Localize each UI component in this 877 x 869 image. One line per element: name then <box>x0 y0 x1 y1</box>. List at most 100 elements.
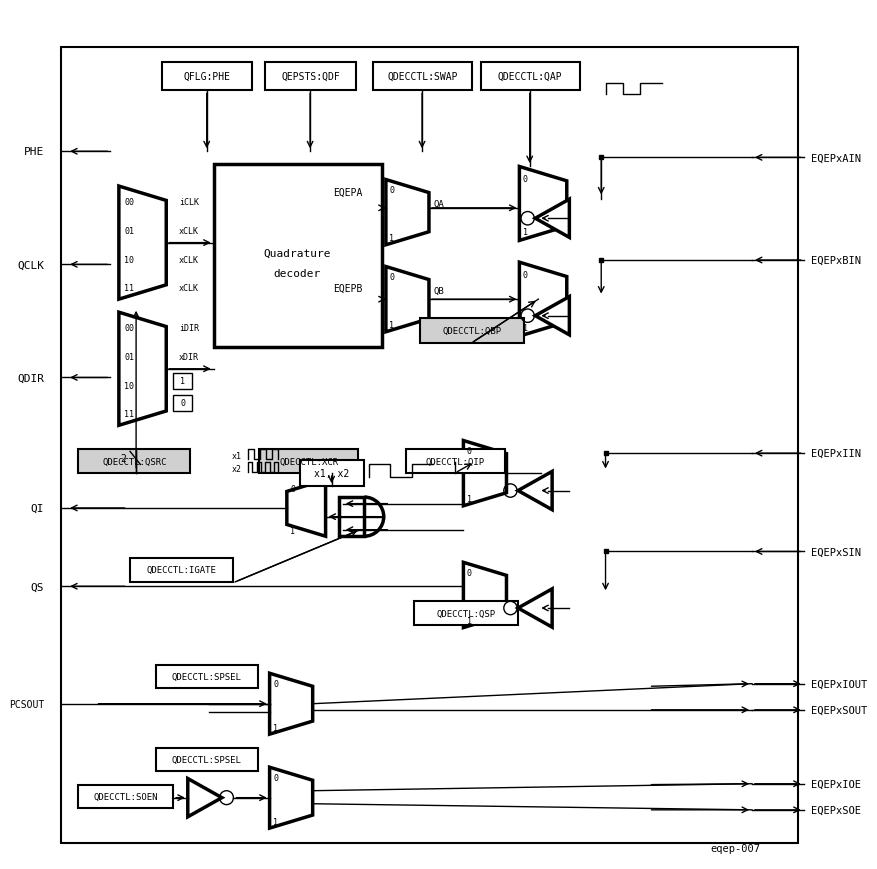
Polygon shape <box>118 187 166 300</box>
Polygon shape <box>535 200 568 238</box>
Text: QDECCTL:QSRC: QDECCTL:QSRC <box>102 457 167 466</box>
Text: 10: 10 <box>124 381 134 390</box>
Text: EQEPxSIN: EQEPxSIN <box>809 547 859 557</box>
Polygon shape <box>519 167 567 241</box>
Text: 0: 0 <box>290 484 295 494</box>
FancyBboxPatch shape <box>78 449 190 474</box>
FancyBboxPatch shape <box>265 63 355 91</box>
Polygon shape <box>463 563 506 627</box>
Text: QDECCTL:QIP: QDECCTL:QIP <box>425 457 484 466</box>
FancyBboxPatch shape <box>299 461 364 487</box>
Text: Quadrature: Quadrature <box>263 249 331 259</box>
Text: 1: 1 <box>290 526 295 535</box>
FancyBboxPatch shape <box>156 666 257 688</box>
Text: iCLK: iCLK <box>179 198 199 207</box>
Text: 0: 0 <box>180 399 185 408</box>
Polygon shape <box>386 268 429 332</box>
Text: EQEPxIIN: EQEPxIIN <box>809 448 859 459</box>
FancyBboxPatch shape <box>61 48 796 843</box>
Text: EQEPxSOE: EQEPxSOE <box>809 805 859 815</box>
Text: eqep-007: eqep-007 <box>709 844 759 853</box>
Text: QI: QI <box>31 503 44 514</box>
FancyBboxPatch shape <box>373 63 472 91</box>
Polygon shape <box>118 313 166 426</box>
Text: 1: 1 <box>389 234 394 243</box>
Text: EQEPxIOUT: EQEPxIOUT <box>809 679 866 689</box>
Text: QDECCTL:XCR: QDECCTL:XCR <box>279 457 338 466</box>
Text: EQEPB: EQEPB <box>333 283 362 294</box>
Polygon shape <box>535 297 568 335</box>
Text: 00: 00 <box>124 324 134 333</box>
Text: EQEPxAIN: EQEPxAIN <box>809 153 859 163</box>
Text: QDECCTL:SPSEL: QDECCTL:SPSEL <box>172 673 241 681</box>
Polygon shape <box>269 673 312 734</box>
FancyBboxPatch shape <box>130 558 233 582</box>
Text: QS: QS <box>31 581 44 592</box>
Text: 1: 1 <box>523 323 527 333</box>
Text: decoder: decoder <box>274 269 320 279</box>
Polygon shape <box>269 767 312 828</box>
Text: 0: 0 <box>523 175 527 184</box>
Text: PCSOUT: PCSOUT <box>9 699 44 709</box>
Text: 0: 0 <box>273 773 278 782</box>
FancyBboxPatch shape <box>339 497 364 536</box>
FancyBboxPatch shape <box>259 449 358 474</box>
Polygon shape <box>463 441 506 506</box>
Text: QB: QB <box>433 287 444 295</box>
FancyBboxPatch shape <box>213 165 381 348</box>
Text: x2: x2 <box>232 465 242 474</box>
Text: QCLK: QCLK <box>17 260 44 270</box>
Text: 1: 1 <box>273 817 278 826</box>
FancyBboxPatch shape <box>156 748 257 771</box>
Text: 01: 01 <box>124 227 134 235</box>
Text: QDECCTL:QSP: QDECCTL:QSP <box>436 609 495 618</box>
Text: EQEPxSOUT: EQEPxSOUT <box>809 705 866 715</box>
Text: 01: 01 <box>124 353 134 362</box>
Text: xCLK: xCLK <box>179 255 199 264</box>
Polygon shape <box>188 779 222 817</box>
Text: PHE: PHE <box>24 147 44 157</box>
Text: QDECCTL:SPSEL: QDECCTL:SPSEL <box>172 755 241 764</box>
Polygon shape <box>517 589 552 627</box>
Text: 0: 0 <box>389 186 394 196</box>
FancyBboxPatch shape <box>173 395 192 411</box>
Polygon shape <box>386 181 429 245</box>
Text: 0: 0 <box>273 680 278 688</box>
Text: xCLK: xCLK <box>179 227 199 235</box>
FancyBboxPatch shape <box>161 63 252 91</box>
Text: xCLK: xCLK <box>179 284 199 293</box>
Text: QDIR: QDIR <box>17 373 44 383</box>
Text: EQEPxBIN: EQEPxBIN <box>809 255 859 266</box>
Text: xDIR: xDIR <box>179 353 199 362</box>
Text: 10: 10 <box>124 255 134 264</box>
Text: x1, x2: x1, x2 <box>314 468 349 479</box>
Polygon shape <box>287 480 325 537</box>
FancyBboxPatch shape <box>414 601 517 626</box>
Polygon shape <box>517 472 552 510</box>
FancyBboxPatch shape <box>78 786 173 808</box>
Text: 0: 0 <box>389 273 394 282</box>
Text: QDECCTL:QBP: QDECCTL:QBP <box>442 327 501 335</box>
FancyBboxPatch shape <box>480 63 579 91</box>
FancyBboxPatch shape <box>420 319 523 343</box>
Text: QDECCTL:IGATE: QDECCTL:IGATE <box>146 566 217 574</box>
Text: EQEPA: EQEPA <box>333 188 362 198</box>
Text: QDECCTL:SWAP: QDECCTL:SWAP <box>387 72 457 82</box>
Text: 1: 1 <box>180 377 185 386</box>
Text: QA: QA <box>433 200 444 209</box>
Text: 1: 1 <box>523 228 527 237</box>
Text: 11: 11 <box>124 284 134 293</box>
Text: QEPSTS:QDF: QEPSTS:QDF <box>281 72 339 82</box>
Text: 2: 2 <box>120 454 126 464</box>
Text: 1: 1 <box>273 723 278 732</box>
Text: 11: 11 <box>124 410 134 419</box>
FancyBboxPatch shape <box>405 449 504 474</box>
Text: QDECCTL:QAP: QDECCTL:QAP <box>497 72 562 82</box>
Text: 0: 0 <box>467 447 472 456</box>
Text: 1: 1 <box>467 616 472 626</box>
Text: EQEPxIOE: EQEPxIOE <box>809 779 859 789</box>
Text: QFLG:PHE: QFLG:PHE <box>183 72 231 82</box>
Text: x1: x1 <box>232 452 242 461</box>
Text: iDIR: iDIR <box>179 324 199 333</box>
Text: 0: 0 <box>523 270 527 280</box>
